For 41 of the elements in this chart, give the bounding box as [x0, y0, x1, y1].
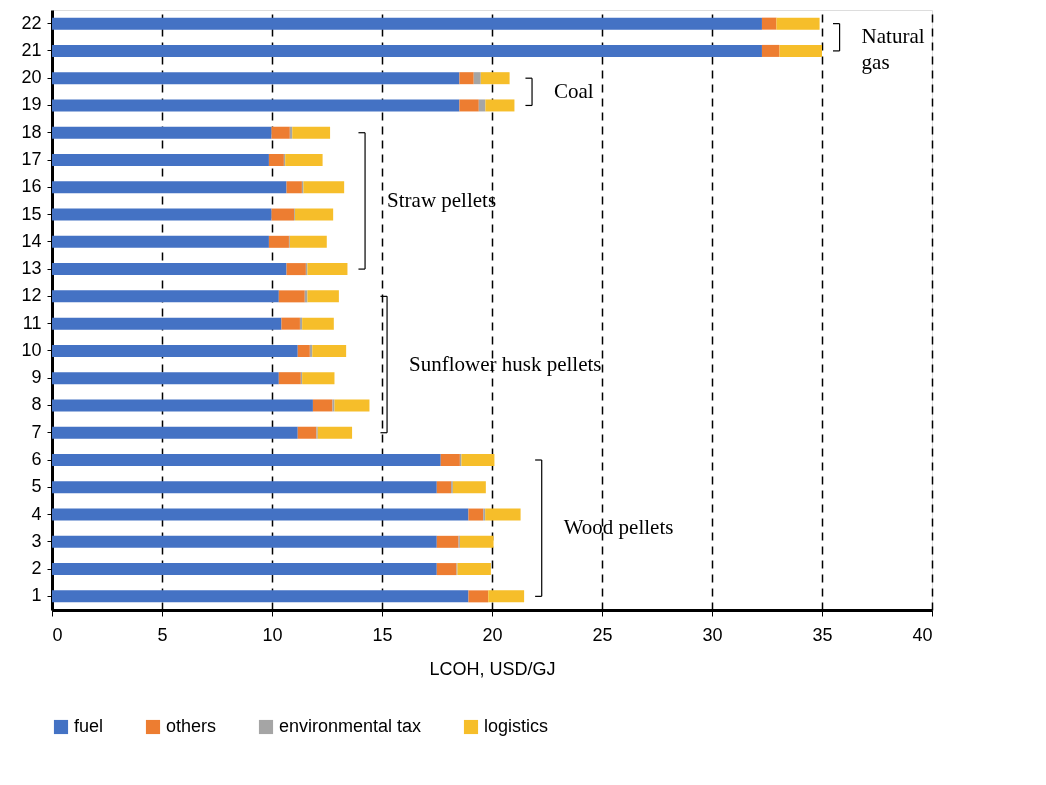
- legend-label: environmental tax: [279, 716, 422, 736]
- y-tick-label: 7: [31, 421, 42, 442]
- y-tick-label: 13: [21, 258, 42, 279]
- x-tick-label: 0: [52, 624, 63, 645]
- annotation: Sunflower husk pellets: [409, 351, 602, 376]
- y-tick-label: 3: [31, 530, 42, 551]
- y-tick-label: 12: [21, 285, 42, 306]
- x-tick-label: 10: [262, 624, 283, 645]
- annotation: Straw pellets: [387, 187, 497, 212]
- y-tick-label: 9: [31, 367, 42, 388]
- annotation: Coal: [554, 78, 594, 103]
- y-tick-label: 1: [31, 585, 42, 606]
- y-tick-label: 5: [31, 476, 42, 497]
- x-tick-label: 5: [157, 624, 168, 645]
- y-tick-label: 22: [21, 12, 42, 33]
- y-tick-label: 19: [21, 94, 42, 115]
- y-tick-label: 14: [21, 230, 42, 251]
- x-tick-label: 20: [482, 624, 503, 645]
- y-tick-label: 20: [21, 67, 42, 88]
- annotation: Natural gas: [861, 24, 925, 75]
- legend-label: logistics: [484, 716, 549, 736]
- legend-label: others: [166, 716, 217, 736]
- x-axis-title: LCOH, USD/GJ: [429, 658, 556, 679]
- y-tick-label: 10: [21, 339, 42, 360]
- y-tick-label: 15: [21, 203, 42, 224]
- x-tick-label: 30: [702, 624, 723, 645]
- y-tick-label: 4: [31, 503, 42, 524]
- x-tick-label: 25: [592, 624, 613, 645]
- y-tick-label: 11: [22, 312, 42, 333]
- annotation: Wood pellets: [563, 515, 674, 540]
- y-tick-label: 2: [31, 558, 42, 579]
- y-tick-label: 6: [31, 449, 42, 469]
- y-tick-label: 8: [31, 394, 42, 415]
- x-tick-label: 40: [912, 624, 933, 645]
- x-tick-label: 15: [372, 624, 393, 645]
- y-tick-label: 18: [21, 121, 42, 142]
- legend-label: fuel: [74, 716, 104, 736]
- y-tick-label: 21: [21, 39, 42, 60]
- x-tick-label: 35: [812, 624, 833, 645]
- y-tick-label: 17: [21, 149, 42, 169]
- y-tick-label: 16: [21, 176, 42, 197]
